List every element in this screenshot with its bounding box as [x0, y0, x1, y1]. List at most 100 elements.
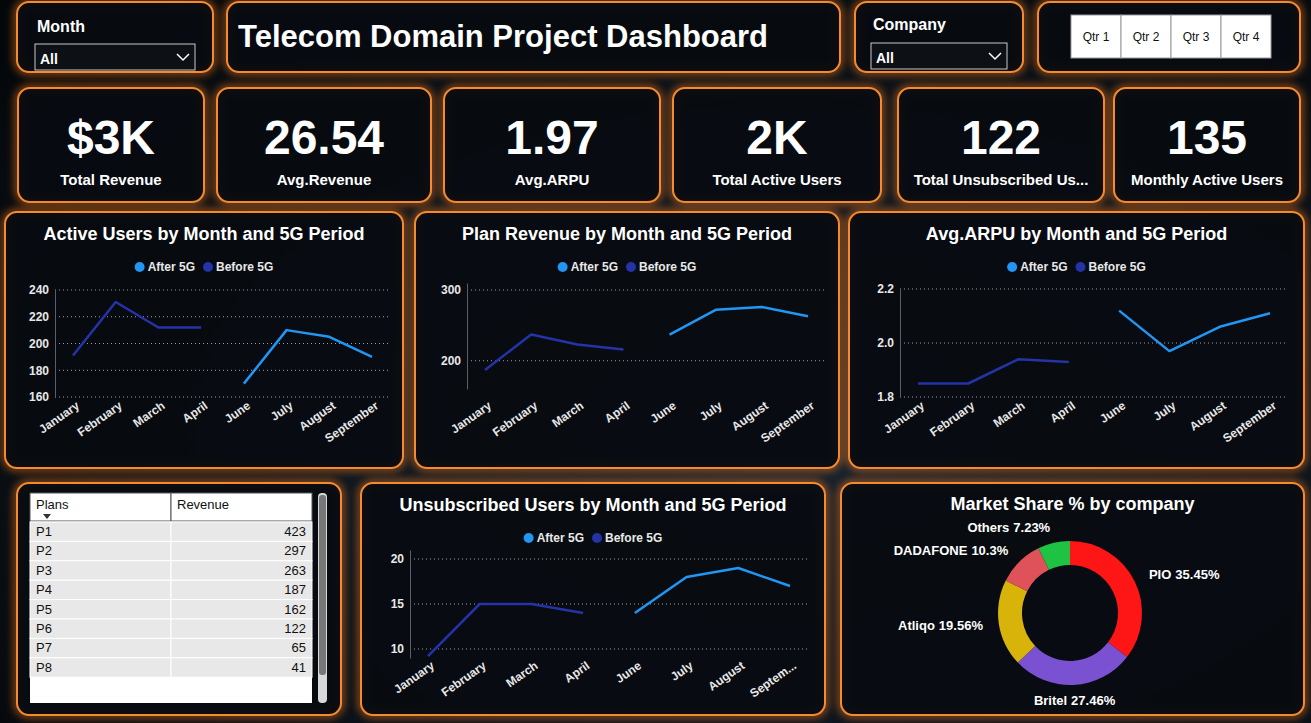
tick: July [697, 398, 725, 423]
grid [410, 559, 808, 649]
panel-glow [898, 88, 1104, 202]
panel-box [17, 483, 341, 715]
chevron[interactable] [177, 54, 189, 60]
panel-glow [17, 2, 213, 72]
tick-label: 180 [29, 364, 49, 378]
line-chart: Plan Revenue by Month and 5G PeriodAfter… [415, 212, 839, 468]
legend-marker [135, 262, 145, 272]
quarter-button[interactable] [1221, 15, 1271, 58]
panel-glow [1114, 88, 1300, 202]
slice-value: 19.56% [939, 618, 984, 633]
y-axis: 200300 [441, 283, 468, 389]
tick: 10 [391, 642, 410, 656]
tick-label: April [180, 398, 210, 425]
panel-glow [18, 88, 204, 202]
tick: September [758, 398, 817, 445]
slice-name: DADAFONE [894, 543, 968, 558]
tick: 160 [29, 390, 55, 404]
line-series [918, 359, 1069, 383]
panel: 1.97Avg.ARPU [444, 88, 660, 202]
tick-label: 200 [441, 354, 461, 368]
tick: 180 [29, 364, 55, 378]
tick-label: July [668, 658, 696, 683]
table-number: 162 [284, 602, 306, 617]
tick: June [1097, 398, 1128, 426]
panel-box [415, 212, 839, 468]
panel-box [17, 2, 213, 72]
slice-name: Britel [1034, 693, 1067, 708]
kpi-value: 26.54 [264, 111, 384, 164]
legend-marker [524, 533, 534, 543]
panel-glow [415, 212, 839, 468]
quarter-button[interactable] [1121, 15, 1171, 58]
tick: June [648, 398, 679, 426]
sort-arrow[interactable] [43, 514, 51, 519]
panel-box [849, 212, 1304, 468]
panel: Telecom Domain Project Dashboard [227, 2, 840, 72]
scrollbar-thumb[interactable] [319, 495, 326, 675]
donut-chart: Market Share % by companyPIO35.45%Britel… [841, 483, 1304, 715]
quarter-label: Qtr 1 [1083, 30, 1110, 44]
tick: August [1187, 398, 1229, 433]
tick: 20 [391, 552, 410, 566]
tick-label: April [602, 398, 632, 425]
quarter-button[interactable] [1171, 15, 1221, 58]
line-series [244, 330, 372, 384]
tick-label: February [490, 398, 540, 439]
data-label: Others7.23% [967, 520, 1050, 535]
grid [55, 290, 390, 397]
legend-marker [1007, 262, 1017, 272]
table-text: P2 [36, 543, 52, 558]
tick: January [448, 398, 494, 436]
tick: April [1047, 398, 1077, 425]
grid-line [467, 290, 826, 291]
scrollbar[interactable] [318, 493, 327, 703]
chart-title: Market Share % by company [950, 494, 1194, 514]
slice [1070, 541, 1142, 657]
slice-value: 7.23% [1013, 520, 1050, 535]
tick: July [268, 398, 296, 423]
tick: 2.0 [877, 336, 900, 350]
legend: After 5GBefore 5G [558, 260, 697, 274]
quarter-button[interactable] [1071, 15, 1121, 58]
panel-box [444, 88, 660, 202]
panel: Qtr 1Qtr 2Qtr 3Qtr 4 [1038, 2, 1300, 72]
panel: 135Monthly Active Users [1114, 88, 1300, 202]
grid-line [900, 343, 1288, 344]
column-header: Plans [36, 497, 69, 512]
tick: 200 [441, 354, 467, 368]
panel-box [18, 88, 204, 202]
panel-glow [841, 483, 1304, 715]
tick-label: April [562, 658, 592, 685]
panel-box [841, 483, 1304, 715]
background [0, 0, 1311, 723]
kpi-label: Total Unsubscribed Us... [914, 171, 1089, 188]
quarter-label: Qtr 4 [1233, 30, 1260, 44]
quarter-label: Qtr 2 [1133, 30, 1160, 44]
legend-label: After 5G [571, 260, 618, 274]
kpi-label: Total Revenue [60, 171, 161, 188]
panel-box [1114, 88, 1300, 202]
table-cell [30, 561, 171, 580]
table-cell [30, 658, 171, 677]
table-text: P7 [36, 640, 52, 655]
axis-line [900, 290, 901, 398]
line-series [1119, 311, 1270, 352]
dropdown[interactable] [35, 44, 195, 70]
tick: 220 [29, 310, 55, 324]
x-axis: JanuaryFebruaryMarchAprilJuneJulyAugustS… [881, 398, 1279, 445]
y-axis: 160180200220240 [29, 283, 56, 404]
slice-value: 10.3% [971, 543, 1008, 558]
tick-label: February [927, 398, 977, 439]
tick: September [1220, 398, 1279, 445]
tick: 1.8 [877, 390, 900, 404]
tick-label: September [1220, 398, 1279, 445]
tick: 2.2 [877, 282, 900, 296]
chevron[interactable] [989, 53, 1001, 59]
legend: After 5GBefore 5G [524, 531, 663, 545]
grid-line [55, 343, 390, 344]
grid [467, 290, 826, 361]
tick-label: September [322, 398, 381, 445]
dropdown[interactable] [871, 43, 1007, 69]
tick: July [1151, 398, 1179, 423]
